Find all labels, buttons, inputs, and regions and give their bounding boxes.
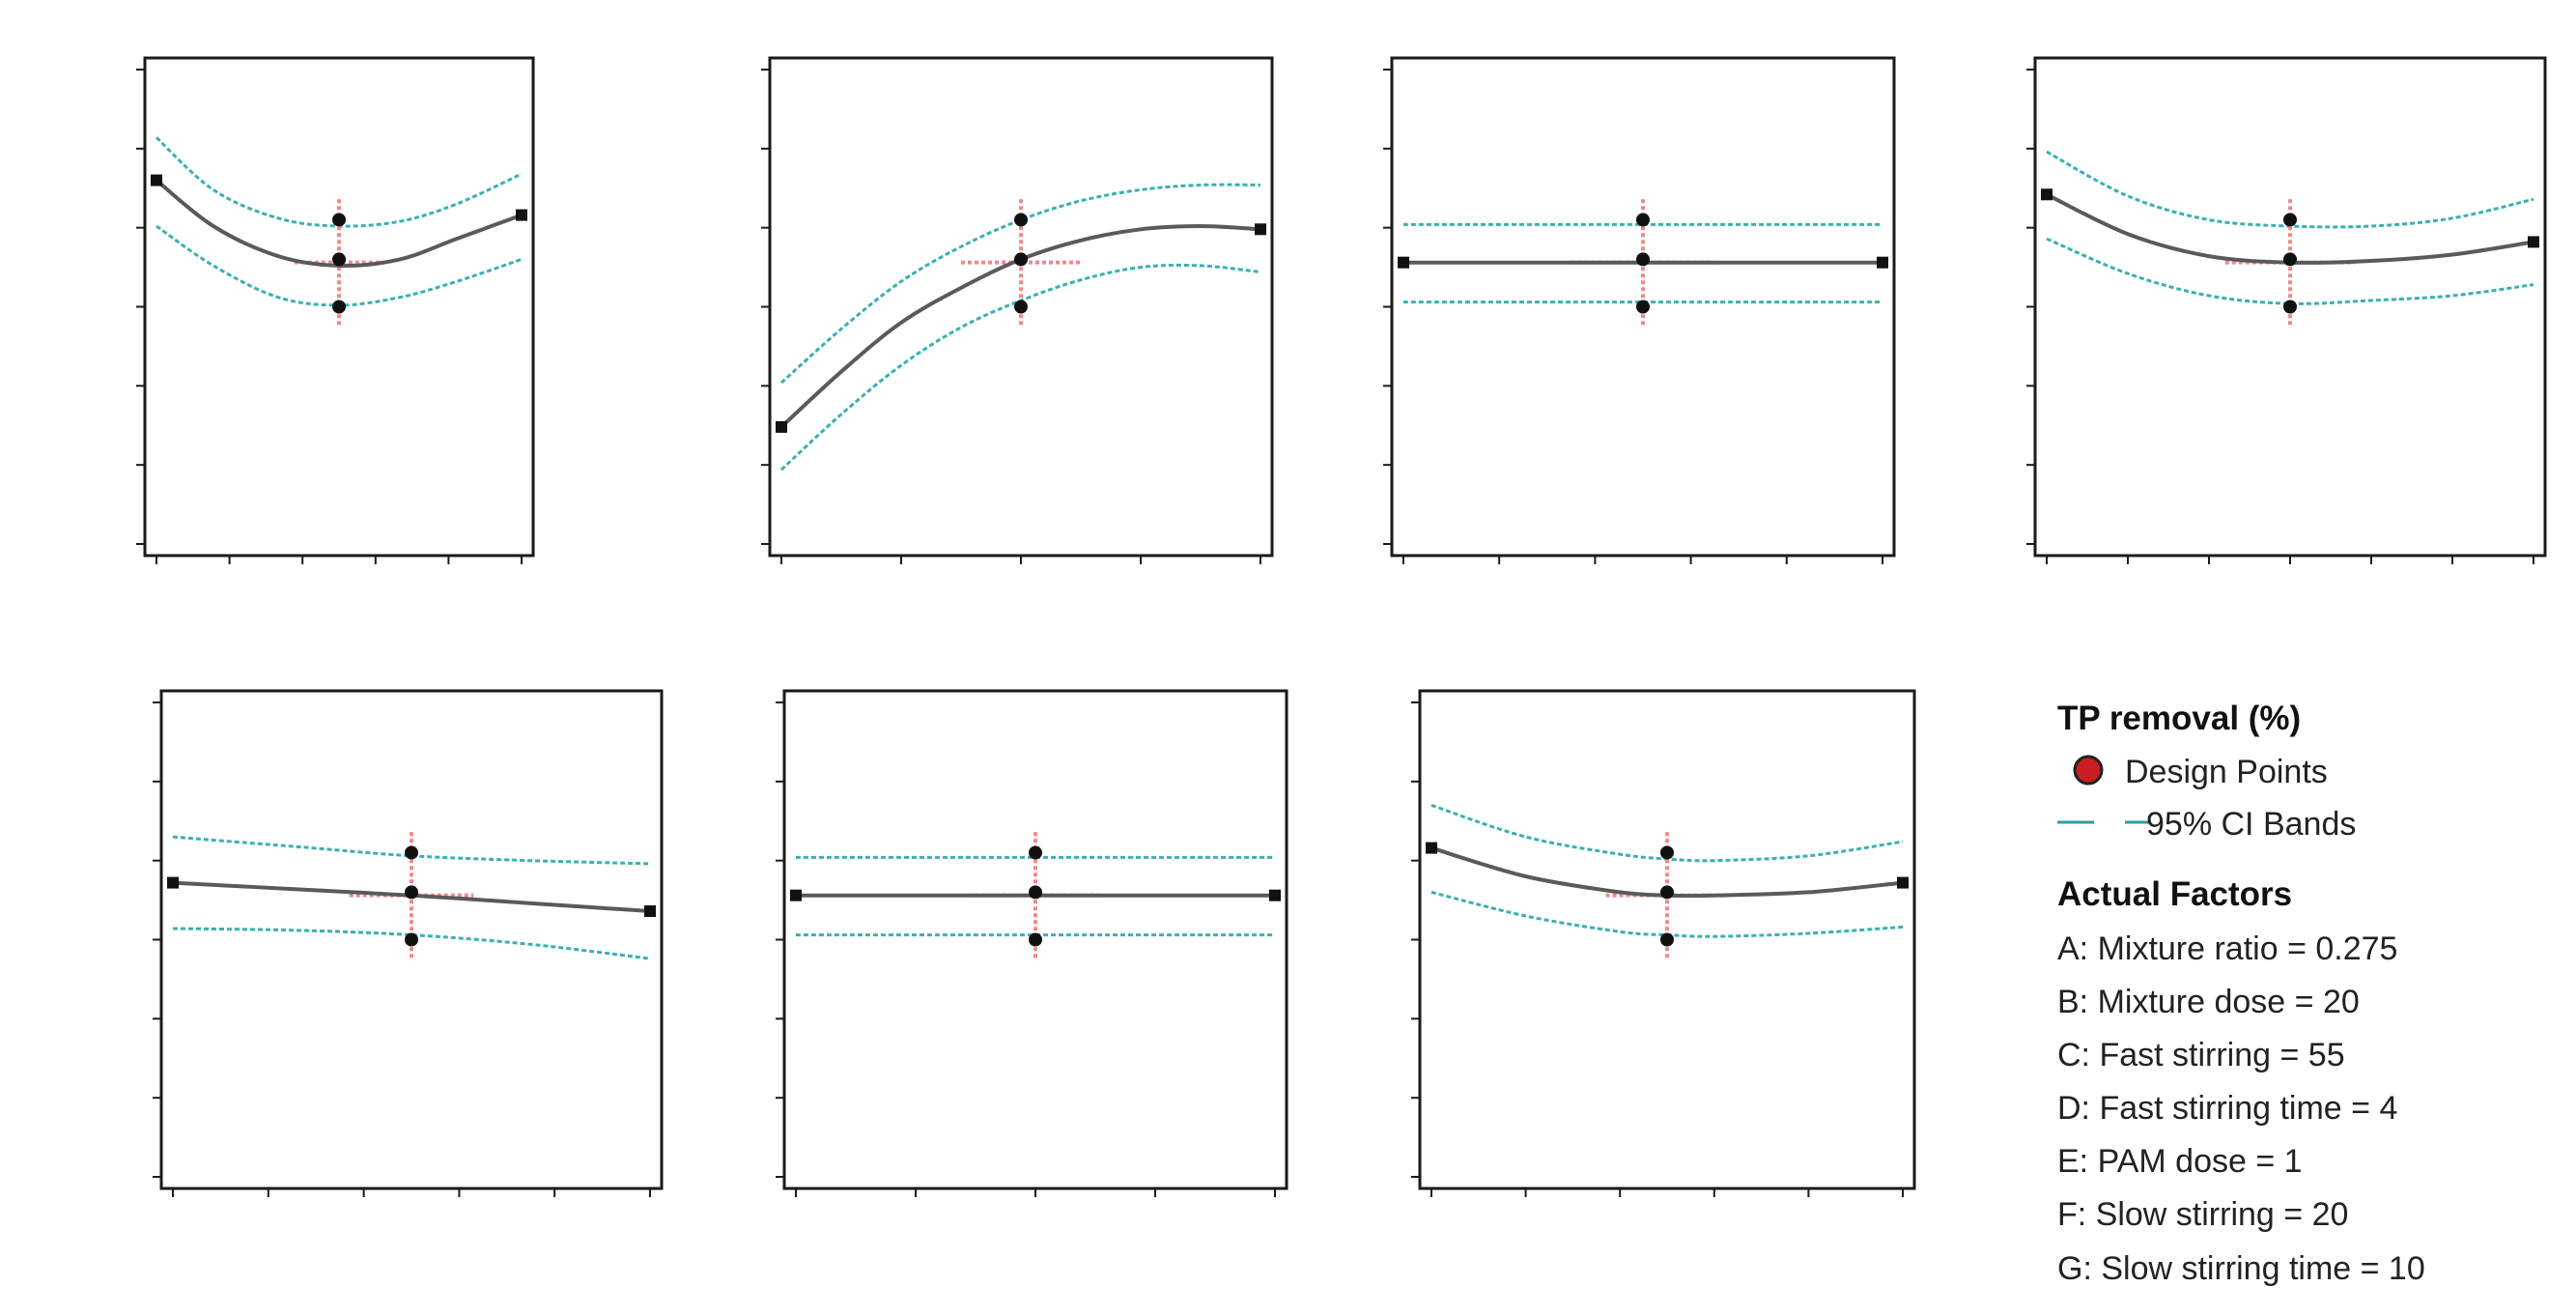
design-point xyxy=(2283,213,2297,227)
ci-lower-band xyxy=(172,927,651,960)
design-point xyxy=(405,845,418,860)
design-point xyxy=(2283,252,2297,267)
design-point xyxy=(405,885,418,900)
design-point xyxy=(2283,300,2297,314)
legend-factor-a: A: Mixture ratio = 0.275 xyxy=(2057,930,2397,967)
fit-line xyxy=(779,223,1261,429)
design-point xyxy=(1014,213,1028,227)
design-point xyxy=(1660,845,1674,860)
panels xyxy=(136,56,2547,1197)
endpoint-marker xyxy=(1877,256,1888,269)
endpoint-marker xyxy=(790,889,802,901)
ci-upper-band xyxy=(779,183,1261,385)
design-point xyxy=(1029,845,1042,860)
ci-upper-band xyxy=(172,835,651,866)
panel-g xyxy=(1411,689,1916,1197)
legend-design-points: Design Points xyxy=(2125,754,2328,790)
endpoint-marker xyxy=(1897,876,1909,889)
endpoint-marker xyxy=(644,905,656,918)
legend-factor-f: F: Slow stirring = 20 xyxy=(2057,1196,2348,1233)
design-point xyxy=(1014,252,1028,267)
ci-lower-band xyxy=(779,263,1261,472)
design-point-marker-icon xyxy=(2073,755,2104,786)
design-point xyxy=(332,252,346,267)
legend-factor-c: C: Fast stirring = 55 xyxy=(2057,1037,2345,1073)
panel-a xyxy=(136,56,535,564)
endpoint-marker xyxy=(1255,223,1266,236)
design-point xyxy=(405,932,418,947)
panel-e xyxy=(153,689,664,1197)
design-point xyxy=(332,213,346,227)
endpoint-marker xyxy=(2041,188,2052,201)
endpoint-marker xyxy=(776,420,787,433)
legend-factor-g: G: Slow stirring time = 10 xyxy=(2057,1250,2425,1287)
legend: TP removal (%) Design Points 95% CI Band… xyxy=(2057,700,2425,1287)
design-point xyxy=(1636,252,1650,267)
ci-lower-band xyxy=(2046,237,2534,305)
design-point xyxy=(1029,885,1042,900)
endpoint-marker xyxy=(1269,889,1281,901)
endpoint-marker xyxy=(167,876,179,889)
panel-c xyxy=(1383,56,1896,564)
legend-factor-d: D: Fast stirring time = 4 xyxy=(2057,1090,2397,1127)
design-point xyxy=(1660,885,1674,900)
endpoint-marker xyxy=(151,174,162,186)
legend-factor-b: B: Mixture dose = 20 xyxy=(2057,984,2360,1020)
panel-d xyxy=(2026,56,2547,564)
panel-f xyxy=(776,689,1288,1197)
legend-title: TP removal (%) xyxy=(2057,700,2301,737)
panel-b xyxy=(761,56,1274,564)
design-point xyxy=(1014,300,1028,314)
endpoint-marker xyxy=(2528,236,2539,248)
legend-ci-bands: 95% CI Bands xyxy=(2146,806,2356,843)
endpoint-marker xyxy=(516,209,527,221)
endpoint-marker xyxy=(1426,842,1437,854)
design-point xyxy=(1029,932,1042,947)
legend-factors-title: Actual Factors xyxy=(2057,875,2292,913)
legend-factor-e: E: PAM dose = 1 xyxy=(2057,1143,2303,1180)
design-point xyxy=(1636,300,1650,314)
design-point xyxy=(1660,932,1674,947)
design-point xyxy=(1636,213,1650,227)
endpoint-marker xyxy=(1398,256,1409,269)
design-point xyxy=(332,300,346,314)
